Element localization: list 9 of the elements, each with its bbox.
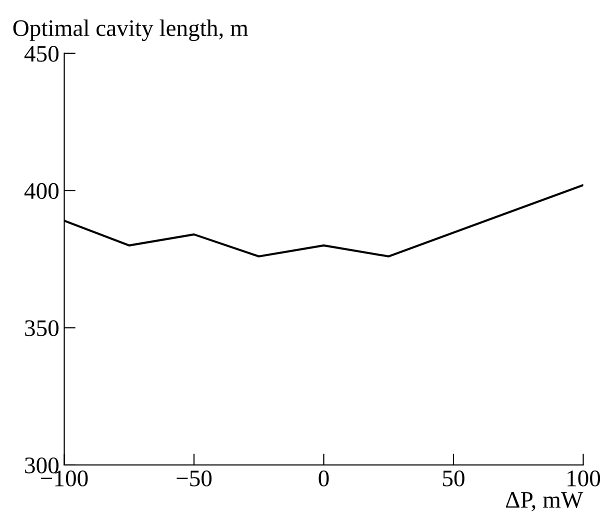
- y-tick-label: 400: [24, 183, 58, 199]
- x-axis-title: ΔP, mW: [506, 492, 584, 512]
- y-tick-label: 450: [24, 46, 58, 62]
- x-tick-label: 0: [318, 470, 329, 486]
- x-tick-label: 100: [568, 470, 600, 486]
- y-axis-title: Optimal cavity length, m: [13, 20, 248, 41]
- x-tick-label: −50: [176, 470, 212, 486]
- y-tick-label: 350: [25, 320, 58, 336]
- x-tick-label: 50: [443, 470, 464, 486]
